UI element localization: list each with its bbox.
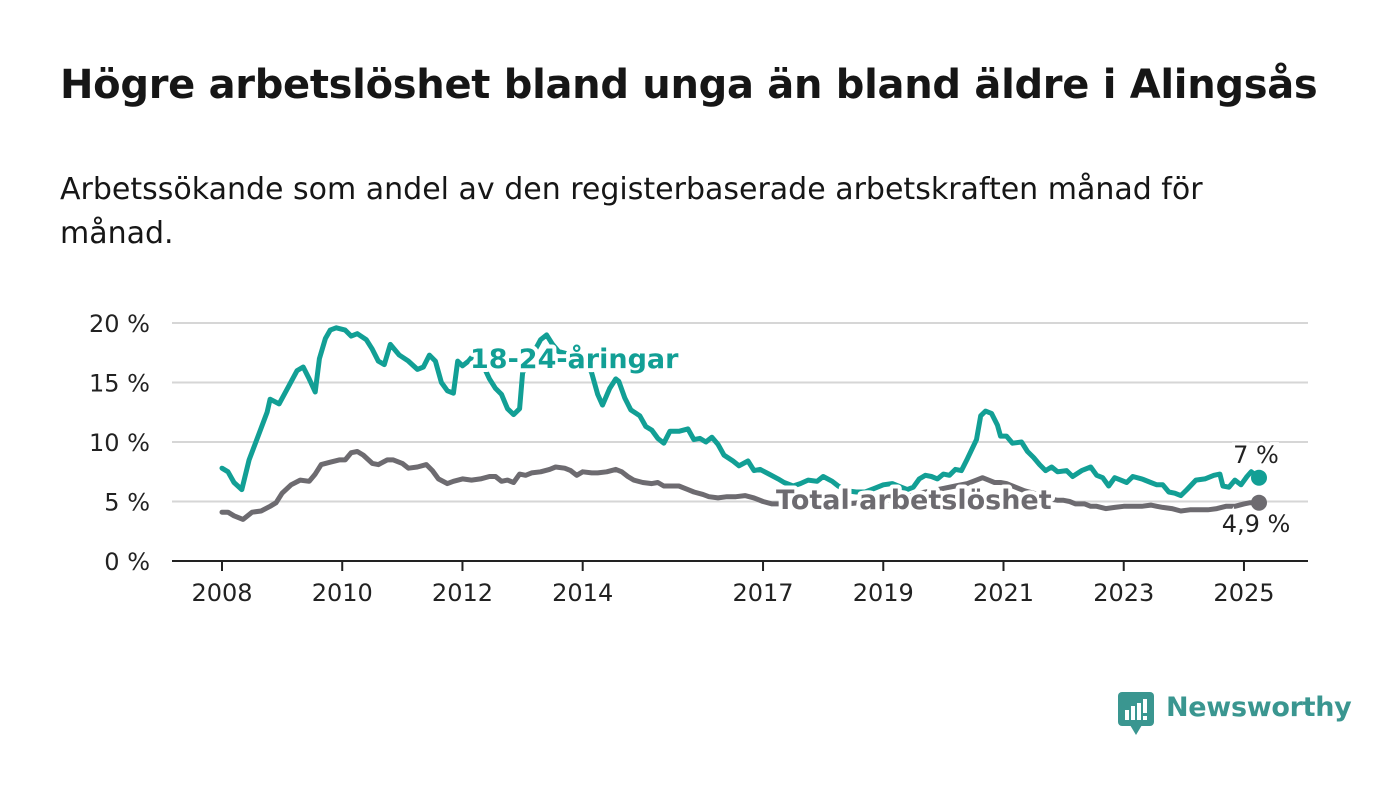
series-line-total xyxy=(219,449,1262,522)
series-label-total: Total arbetslöshet xyxy=(776,485,1052,516)
chart-title: Högre arbetslöshet bland unga än bland ä… xyxy=(60,62,1318,108)
series-label-youth: 18-24-åringar xyxy=(470,343,679,375)
y-tick-label: 0 % xyxy=(104,548,150,576)
end-label-total: 4,9 % xyxy=(1222,510,1291,538)
chart-subtitle: Arbetssökande som andel av den registerb… xyxy=(60,172,1203,251)
logo-text: Newsworthy xyxy=(1166,692,1352,723)
series-line-youth xyxy=(219,325,1262,499)
newsworthy-bars-icon xyxy=(1118,692,1154,735)
x-tick-label: 2014 xyxy=(552,579,613,607)
x-tick-label: 2023 xyxy=(1093,579,1154,607)
x-tick-label: 2021 xyxy=(973,579,1034,607)
x-tick-label: 2019 xyxy=(853,579,914,607)
end-point-total xyxy=(1250,494,1267,511)
y-tick-label: 15 % xyxy=(89,370,150,398)
x-tick-label: 2025 xyxy=(1213,579,1274,607)
y-tick-label: 5 % xyxy=(104,489,150,517)
y-tick-label: 20 % xyxy=(89,310,150,338)
x-tick-label: 2008 xyxy=(191,579,252,607)
end-label-youth: 7 % xyxy=(1233,441,1279,469)
x-tick-label: 2017 xyxy=(733,579,794,607)
end-point-youth xyxy=(1250,469,1267,486)
newsworthy-logo: Newsworthy xyxy=(1118,690,1352,738)
x-tick-label: 2010 xyxy=(312,579,373,607)
x-tick-label: 2012 xyxy=(432,579,493,607)
y-tick-label: 10 % xyxy=(89,429,150,457)
